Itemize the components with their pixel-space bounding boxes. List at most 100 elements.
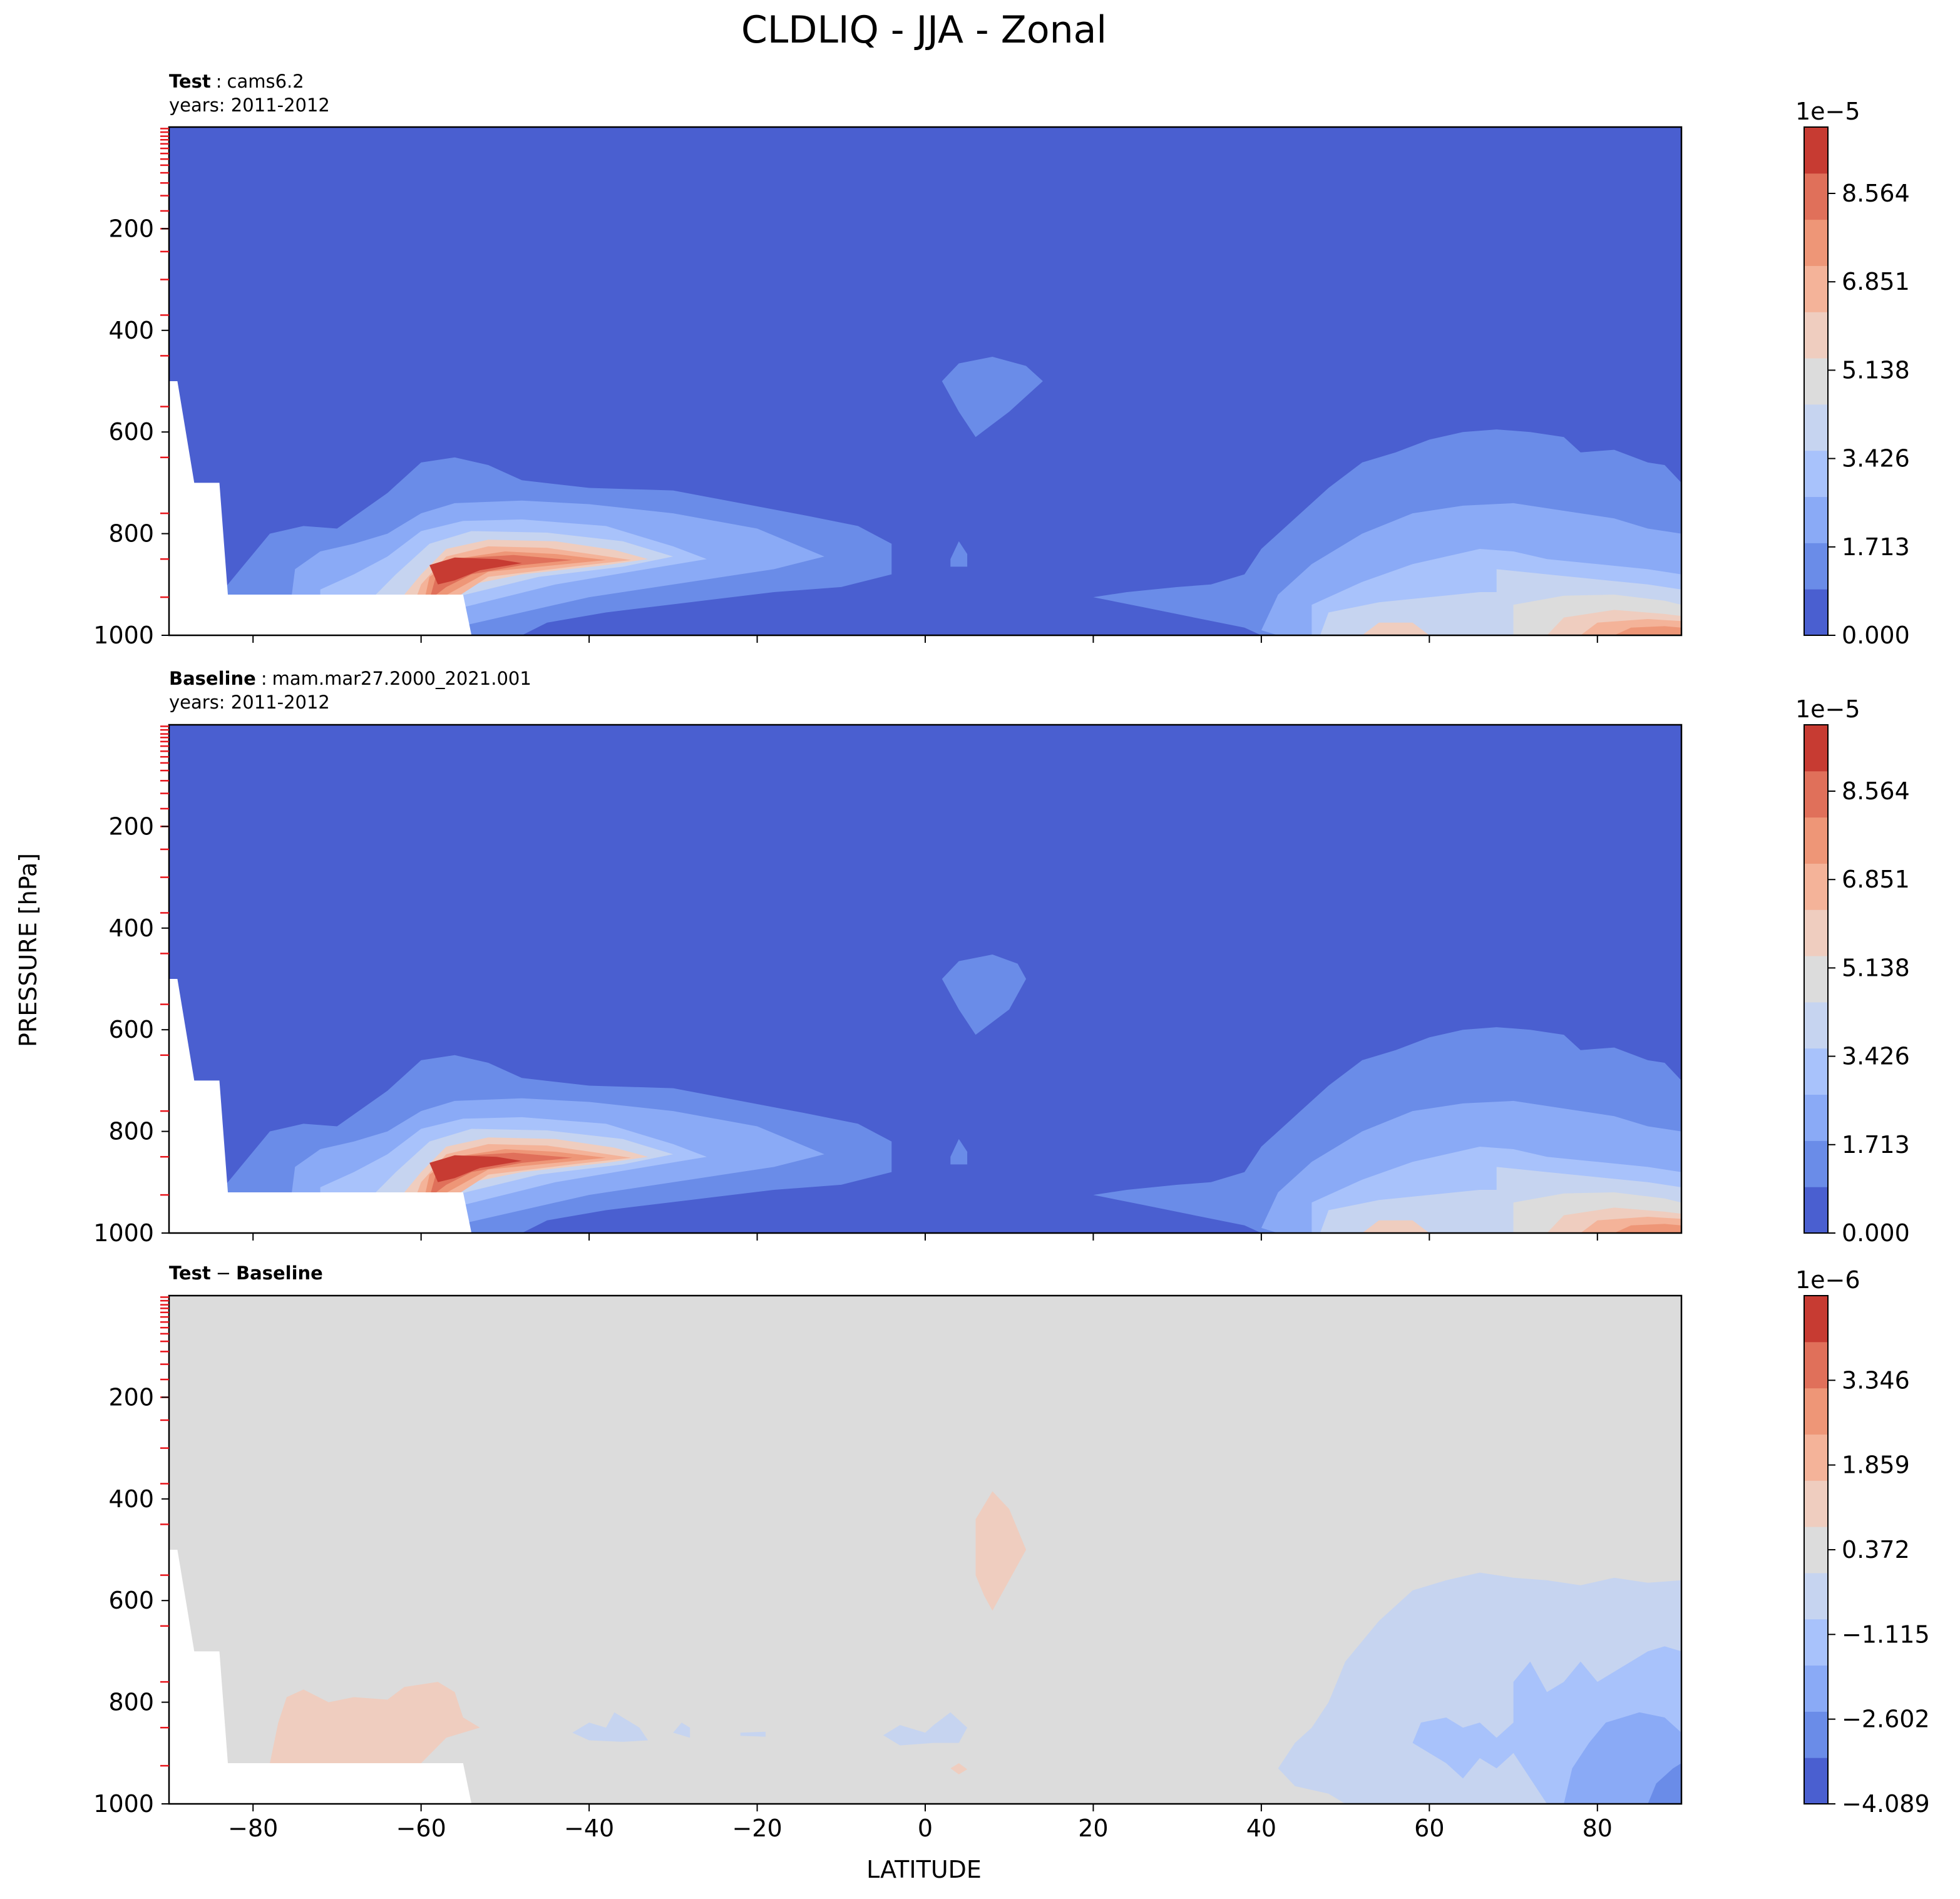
contour-level-10 — [429, 1155, 522, 1182]
contour-level-6 — [270, 1682, 480, 1763]
panel-difference: 200 400 600 800 1000 −80 −60 −40 −20 0 20 40 60 80 −4.… — [93, 1266, 1929, 1842]
baseline-label-sep: : — [261, 668, 267, 689]
colorbar-segment — [1804, 265, 1828, 312]
baseline-label-bold: Baseline — [169, 668, 256, 689]
contour-level-1 — [942, 955, 1027, 1035]
colorbar-tick-label: 3.426 — [1842, 445, 1910, 473]
contour-level-6 — [1362, 622, 1430, 635]
test-label-value: cams6.2 — [227, 71, 304, 92]
colorbar-segment — [1804, 450, 1828, 498]
contour-level-6 — [975, 1491, 1027, 1611]
colorbar-tick-label: 0.000 — [1842, 622, 1910, 649]
x-tick-label: 80 — [1583, 1815, 1613, 1842]
x-tick-label: −40 — [564, 1815, 614, 1842]
difference-label-test: Test — [169, 1262, 211, 1284]
y-tick-label: 1000 — [93, 1790, 154, 1818]
colorbar-segment — [1804, 1187, 1828, 1234]
x-tick-label: 60 — [1414, 1815, 1444, 1842]
colorbar-segment — [1804, 1048, 1828, 1095]
colorbar-segment — [1804, 1665, 1828, 1712]
colorbar-tick-label: 0.372 — [1842, 1536, 1910, 1564]
colorbar-segment — [1804, 909, 1828, 956]
colorbar: 0.000 1.713 3.426 5.138 6.851 8.564 1e−5 — [1795, 98, 1910, 649]
contour-level-6 — [950, 1763, 968, 1774]
contour-level-8 — [1614, 1224, 1681, 1233]
contour-level-4 — [572, 1712, 649, 1742]
y-tick-label: 200 — [108, 812, 154, 840]
topography-mask — [169, 381, 472, 635]
y-tick-label: 600 — [108, 1587, 154, 1614]
colorbar-exponent: 1e−6 — [1795, 1266, 1860, 1294]
y-tick-label: 400 — [108, 317, 154, 344]
x-tick-label: −80 — [228, 1815, 278, 1842]
baseline-years-label: years: 2011-2012 — [169, 692, 330, 713]
y-tick-label: 800 — [108, 1118, 154, 1145]
colorbar-tick-label: 8.564 — [1842, 777, 1910, 805]
contour-level-1 — [1648, 1763, 1681, 1804]
y-tick-label: 1000 — [93, 622, 154, 649]
contour-level-10 — [429, 557, 522, 585]
test-label-bold: Test — [169, 71, 211, 92]
colorbar-segment — [1804, 358, 1828, 405]
x-tick-label: −60 — [396, 1815, 446, 1842]
colorbar-segment — [1804, 1711, 1828, 1758]
colorbar-segment — [1804, 1480, 1828, 1527]
colorbar-segment — [1804, 1527, 1828, 1574]
y-tick-label: 600 — [108, 418, 154, 446]
colorbar-frame — [1804, 126, 1829, 636]
colorbar: 0.000 1.713 3.426 5.138 6.851 8.564 1e−5 — [1795, 695, 1910, 1247]
colorbar-segment — [1804, 1296, 1828, 1343]
colorbar-segment — [1804, 496, 1828, 543]
colorbar-segment — [1804, 1001, 1828, 1049]
colorbar-segment — [1804, 817, 1828, 864]
contour-level-6 — [1362, 1220, 1430, 1233]
y-tick-label: 400 — [108, 914, 154, 942]
colorbar-tick-label: 5.138 — [1842, 954, 1910, 981]
colorbar-segment — [1804, 770, 1828, 818]
contour-level-2 — [1564, 1712, 1681, 1804]
colorbar-tick-label: 8.564 — [1842, 180, 1910, 207]
y-tick-label: 1000 — [93, 1219, 154, 1247]
x-tick-label: 0 — [918, 1815, 933, 1842]
colorbar-segment — [1804, 312, 1828, 359]
x-tick-label: 20 — [1078, 1815, 1108, 1842]
contour-level-8 — [1614, 626, 1681, 635]
colorbar-segment — [1804, 1619, 1828, 1666]
panel-baseline: 200 400 600 800 1000 0.000 1.713 3.426 5.138 6.85… — [93, 695, 1910, 1247]
y-tick-label: 200 — [108, 1383, 154, 1411]
contour-level-1 — [942, 357, 1043, 438]
colorbar-tick-label: 1.713 — [1842, 533, 1910, 561]
y-tick-label: 200 — [108, 215, 154, 242]
colorbar-segment — [1804, 863, 1828, 910]
y-axis-label: PRESSURE [hPa] — [14, 853, 42, 1047]
y-tick-label: 800 — [108, 520, 154, 548]
colorbar: −4.089 −2.602 −1.115 0.372 1.859 3.346 1e−6 — [1795, 1266, 1930, 1818]
colorbar-tick-label: 0.000 — [1842, 1219, 1910, 1247]
contour-level-4 — [673, 1722, 690, 1738]
colorbar-segment — [1804, 127, 1828, 174]
topography-mask — [169, 979, 472, 1233]
x-tick-label: −20 — [732, 1815, 782, 1842]
y-tick-label: 600 — [108, 1016, 154, 1043]
test-years-label: years: 2011-2012 — [169, 95, 330, 116]
colorbar-tick-label: −1.115 — [1842, 1620, 1930, 1648]
test-panel-label: Test: cams6.2 — [169, 71, 304, 92]
colorbar-segment — [1804, 589, 1828, 636]
colorbar-segment — [1804, 725, 1828, 772]
test-label-sep: : — [216, 71, 222, 92]
colorbar-segment — [1804, 543, 1828, 590]
colorbar-tick-label: 5.138 — [1842, 356, 1910, 384]
colorbar-segment — [1804, 956, 1828, 1003]
colorbar-exponent: 1e−5 — [1795, 695, 1860, 723]
colorbar-segment — [1804, 173, 1828, 220]
contour-level-4 — [883, 1712, 968, 1746]
x-tick-label: 40 — [1246, 1815, 1276, 1842]
colorbar-tick-label: 1.859 — [1842, 1451, 1910, 1479]
colorbar-tick-label: 3.346 — [1842, 1366, 1910, 1394]
colorbar-segment — [1804, 1572, 1828, 1620]
colorbar-tick-label: 1.713 — [1842, 1131, 1910, 1159]
colorbar-exponent: 1e−5 — [1795, 98, 1860, 125]
colorbar-segment — [1804, 1140, 1828, 1187]
